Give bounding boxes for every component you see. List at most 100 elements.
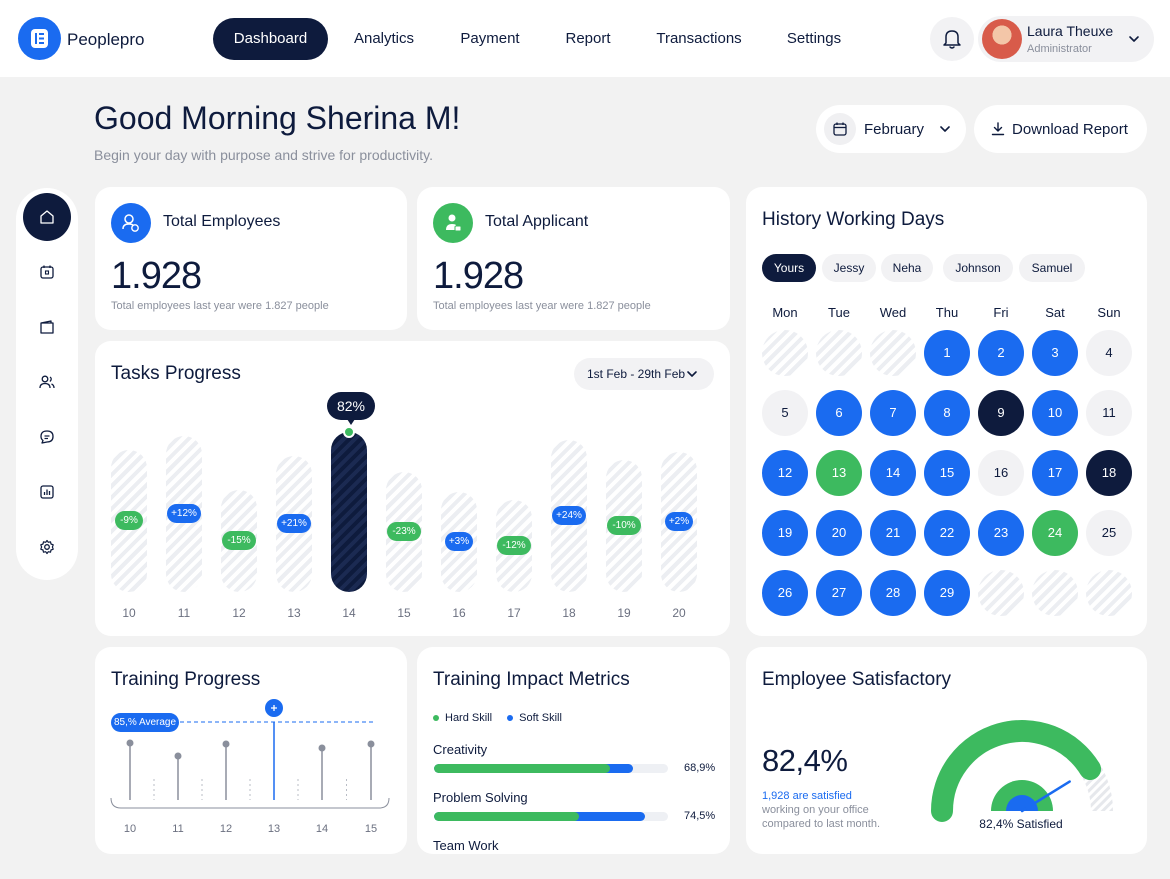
calendar-day[interactable]: 3 — [1032, 330, 1078, 376]
calendar-day[interactable]: 21 — [870, 510, 916, 556]
calendar-day[interactable]: 19 — [762, 510, 808, 556]
weekday-thu: Thu — [935, 305, 959, 320]
calendar-icon — [833, 122, 847, 136]
calendar-day[interactable]: 17 — [1032, 450, 1078, 496]
employees-sub: Total employees last year were 1.827 peo… — [111, 300, 329, 312]
nav-payment[interactable]: Payment — [460, 30, 520, 47]
hard-skill-fill — [434, 812, 580, 821]
calendar-day[interactable]: 7 — [870, 390, 916, 436]
employees-title: Total Employees — [163, 213, 281, 230]
calendar-day[interactable]: 24 — [1032, 510, 1078, 556]
person-tab-johnson[interactable]: Johnson — [943, 254, 1013, 282]
person-tab-yours[interactable]: Yours — [762, 254, 816, 282]
training-dot — [367, 740, 375, 748]
page-subtitle: Begin your day with purpose and strive f… — [94, 147, 434, 163]
date-range-selector[interactable]: 1st Feb - 29th Feb — [574, 358, 714, 390]
training-x-tick: 13 — [268, 823, 280, 835]
calendar-blank — [1032, 570, 1078, 616]
sidebar-item-wallet[interactable] — [23, 303, 71, 351]
calendar-day[interactable]: 25 — [1086, 510, 1132, 556]
task-bar-label: -15% — [222, 531, 256, 550]
notifications-button[interactable] — [930, 17, 974, 61]
avatar — [982, 19, 1022, 59]
nav-settings[interactable]: Settings — [786, 30, 842, 47]
task-bar-label: +24% — [552, 506, 586, 525]
month-selector[interactable]: February — [816, 105, 966, 153]
applicant-title: Total Applicant — [485, 213, 589, 230]
nav-analytics[interactable]: Analytics — [353, 30, 415, 47]
calendar-day[interactable]: 13 — [816, 450, 862, 496]
weekday-tue: Tue — [828, 305, 850, 320]
chevron-down-icon — [687, 371, 697, 377]
page-title: Good Morning Sherina M! — [94, 100, 461, 136]
calendar-day[interactable]: 23 — [978, 510, 1024, 556]
task-x-tick: 20 — [672, 606, 686, 620]
date-range-label: 1st Feb - 29th Feb — [587, 367, 686, 381]
weekday-fri: Fri — [993, 305, 1009, 320]
calendar-day[interactable]: 2 — [978, 330, 1024, 376]
calendar-day[interactable]: 28 — [870, 570, 916, 616]
gauge-fill — [931, 720, 1102, 822]
tasks-title: Tasks Progress — [111, 363, 241, 384]
applicant-value: 1.928 — [433, 255, 524, 297]
task-bar-label: +21% — [277, 514, 311, 533]
person-tab-neha[interactable]: Neha — [881, 254, 933, 282]
sidebar-item-reports[interactable] — [23, 468, 71, 516]
calendar-day[interactable]: 18 — [1086, 450, 1132, 496]
metric-bar-creativity — [434, 764, 668, 773]
training-dot — [174, 752, 182, 760]
training-chart-svg: 10 11 12 13 14 15 — [110, 699, 390, 835]
gauge-label: 82,4% Satisfied — [979, 817, 1063, 831]
user-menu[interactable]: Laura Theuxe Administrator — [978, 16, 1154, 62]
training-dot — [126, 739, 134, 747]
calendar-day[interactable]: 15 — [924, 450, 970, 496]
training-x-tick: 10 — [124, 823, 136, 835]
download-label: Download Report — [1012, 121, 1128, 138]
sidebar-item-messages[interactable] — [23, 413, 71, 461]
sidebar-item-calendar[interactable] — [23, 248, 71, 296]
calendar-day[interactable]: 10 — [1032, 390, 1078, 436]
task-x-tick: 18 — [562, 606, 576, 620]
sidebar-item-users[interactable] — [23, 358, 71, 406]
task-bar-label: +3% — [445, 532, 473, 551]
calendar-day[interactable]: 14 — [870, 450, 916, 496]
calendar-day[interactable]: 12 — [762, 450, 808, 496]
average-badge: 85,% Average — [111, 713, 179, 732]
employee-satisfaction-card: Employee Satisfactory 82,4% 1,928 are sa… — [746, 647, 1147, 854]
nav-dashboard[interactable]: Dashboard — [213, 18, 328, 60]
app-logo[interactable] — [18, 17, 61, 60]
task-bar — [331, 432, 367, 592]
calendar-day[interactable]: 1 — [924, 330, 970, 376]
metric-label-problem-solving: Problem Solving — [433, 790, 528, 805]
training-title: Training Progress — [111, 669, 261, 690]
satisfaction-line2: compared to last month. — [762, 818, 881, 830]
calendar-day[interactable]: 20 — [816, 510, 862, 556]
person-tab-jessy[interactable]: Jessy — [822, 254, 876, 282]
calendar-day[interactable]: 11 — [1086, 390, 1132, 436]
calendar-day[interactable]: 5 — [762, 390, 808, 436]
download-report-button[interactable]: Download Report — [974, 105, 1147, 153]
calendar-day[interactable]: 22 — [924, 510, 970, 556]
gear-icon — [40, 539, 54, 555]
calendar-day[interactable]: 29 — [924, 570, 970, 616]
sidebar-item-home[interactable] — [23, 193, 71, 241]
calendar-day[interactable]: 4 — [1086, 330, 1132, 376]
weekday-wed: Wed — [879, 305, 907, 320]
impact-legend: Hard Skill Soft Skill — [433, 712, 562, 724]
calendar-day[interactable]: 9 — [978, 390, 1024, 436]
sidebar-item-settings[interactable] — [23, 523, 71, 571]
nav-transactions[interactable]: Transactions — [656, 30, 742, 47]
calendar-day[interactable]: 26 — [762, 570, 808, 616]
gauge-needle — [1020, 780, 1071, 813]
person-tab-samuel[interactable]: Samuel — [1019, 254, 1085, 282]
calendar-day[interactable]: 8 — [924, 390, 970, 436]
calendar-day[interactable]: 6 — [816, 390, 862, 436]
metric-label-creativity: Creativity — [433, 742, 488, 757]
calendar-day[interactable]: 27 — [816, 570, 862, 616]
total-employees-card: Total Employees 1.928 Total employees la… — [95, 187, 407, 330]
metric-bar-problem-solving — [434, 812, 668, 821]
task-bar-label: +12% — [167, 504, 201, 523]
nav-report[interactable]: Report — [565, 30, 611, 47]
training-x-tick: 12 — [220, 823, 232, 835]
calendar-day[interactable]: 16 — [978, 450, 1024, 496]
